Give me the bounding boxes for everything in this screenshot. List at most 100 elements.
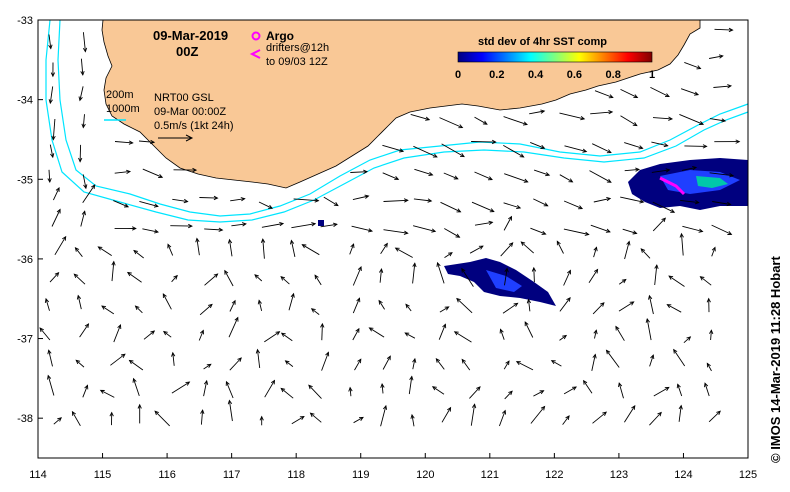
current-arrow	[82, 174, 88, 190]
product-label: NRT00 GSL	[154, 92, 214, 104]
current-arrow	[203, 363, 212, 370]
current-arrow	[49, 144, 55, 159]
current-arrow	[50, 62, 56, 78]
current-arrow	[712, 201, 732, 207]
current-arrow	[53, 417, 62, 425]
current-arrow	[498, 409, 507, 427]
x-tick-label: 119	[352, 469, 370, 481]
current-arrow	[48, 86, 54, 105]
y-tick-label: -38	[17, 413, 33, 425]
current-arrow	[652, 217, 667, 232]
current-arrow	[559, 296, 571, 312]
current-arrow	[264, 379, 276, 398]
current-vectors	[39, 27, 741, 427]
current-arrow	[461, 358, 471, 371]
current-arrow	[461, 267, 474, 287]
current-arrow	[81, 114, 86, 129]
current-arrow	[404, 332, 416, 339]
current-arrow	[80, 210, 86, 227]
current-arrow	[71, 410, 81, 427]
current-arrow	[605, 349, 620, 368]
current-arrow	[99, 389, 115, 398]
current-arrow	[453, 331, 472, 343]
current-arrow	[379, 268, 384, 283]
current-arrow	[308, 384, 322, 399]
colorbar-tick-label: 0	[455, 69, 461, 81]
current-arrow	[380, 404, 388, 427]
argo-label: Argo	[266, 29, 294, 43]
current-arrow	[352, 266, 362, 286]
current-arrow	[443, 172, 459, 180]
current-arrow	[351, 225, 374, 233]
current-arrow	[709, 329, 714, 341]
current-arrow	[515, 361, 534, 371]
current-arrow	[556, 240, 564, 254]
current-arrow	[113, 324, 122, 343]
current-arrow	[620, 196, 645, 204]
current-arrow	[471, 201, 495, 213]
isobath-200m	[57, 19, 749, 217]
current-arrow	[441, 406, 452, 423]
current-arrow	[309, 412, 322, 423]
current-arrow	[413, 145, 438, 158]
current-arrow	[167, 243, 174, 256]
y-tick-label: -33	[17, 15, 33, 27]
current-arrow	[708, 410, 721, 423]
current-arrow	[138, 139, 156, 145]
current-arrow	[114, 226, 137, 231]
current-arrow	[593, 196, 612, 203]
current-arrow	[591, 353, 597, 371]
argo-icon	[251, 31, 261, 41]
current-arrow	[320, 222, 338, 228]
current-arrow	[410, 413, 415, 427]
colorbar-tick-label: 0.6	[567, 69, 582, 81]
colorbar-tick-label: 1	[649, 69, 655, 81]
current-arrow	[624, 240, 631, 260]
current-arrow	[709, 118, 727, 123]
current-arrow	[260, 238, 266, 259]
current-arrow	[227, 238, 233, 257]
current-arrow	[412, 357, 417, 370]
current-arrow	[504, 390, 513, 400]
current-arrow	[289, 239, 296, 257]
current-arrow	[679, 113, 705, 125]
colorbar-title: std dev of 4hr SST comp	[478, 36, 607, 48]
current-arrow	[618, 301, 635, 312]
x-tick-label: 121	[481, 469, 499, 481]
current-arrow	[352, 194, 370, 201]
current-arrow	[310, 308, 320, 315]
current-arrow	[380, 242, 388, 255]
current-arrow	[711, 224, 733, 235]
current-arrow	[531, 266, 537, 283]
current-arrow	[255, 348, 261, 369]
current-arrow	[533, 169, 551, 177]
x-tick-label: 120	[416, 469, 434, 481]
y-tick-label: -37	[17, 334, 33, 346]
current-arrow	[431, 386, 445, 395]
current-arrow	[652, 116, 674, 121]
current-arrow	[412, 262, 417, 284]
current-arrow	[652, 201, 676, 213]
colorbar	[457, 51, 653, 63]
current-arrow	[380, 382, 385, 394]
current-arrow	[414, 168, 434, 176]
current-arrow	[533, 198, 549, 207]
current-arrow	[444, 228, 461, 238]
current-arrow	[563, 200, 584, 210]
current-arrow	[51, 208, 61, 227]
current-arrow	[651, 141, 669, 148]
current-arrow	[382, 144, 405, 153]
current-arrow	[530, 227, 547, 235]
current-arrow	[368, 327, 385, 338]
sst-std-speck	[318, 220, 324, 226]
current-arrow	[618, 278, 627, 285]
current-arrow	[224, 269, 234, 287]
current-arrow	[714, 139, 741, 144]
current-arrow	[699, 276, 712, 286]
current-arrow	[314, 274, 322, 286]
current-arrow	[590, 109, 614, 115]
current-arrow	[503, 360, 510, 370]
drifter-icon	[249, 49, 261, 59]
sst-std-patch-east	[628, 158, 748, 210]
current-arrow	[649, 411, 662, 426]
